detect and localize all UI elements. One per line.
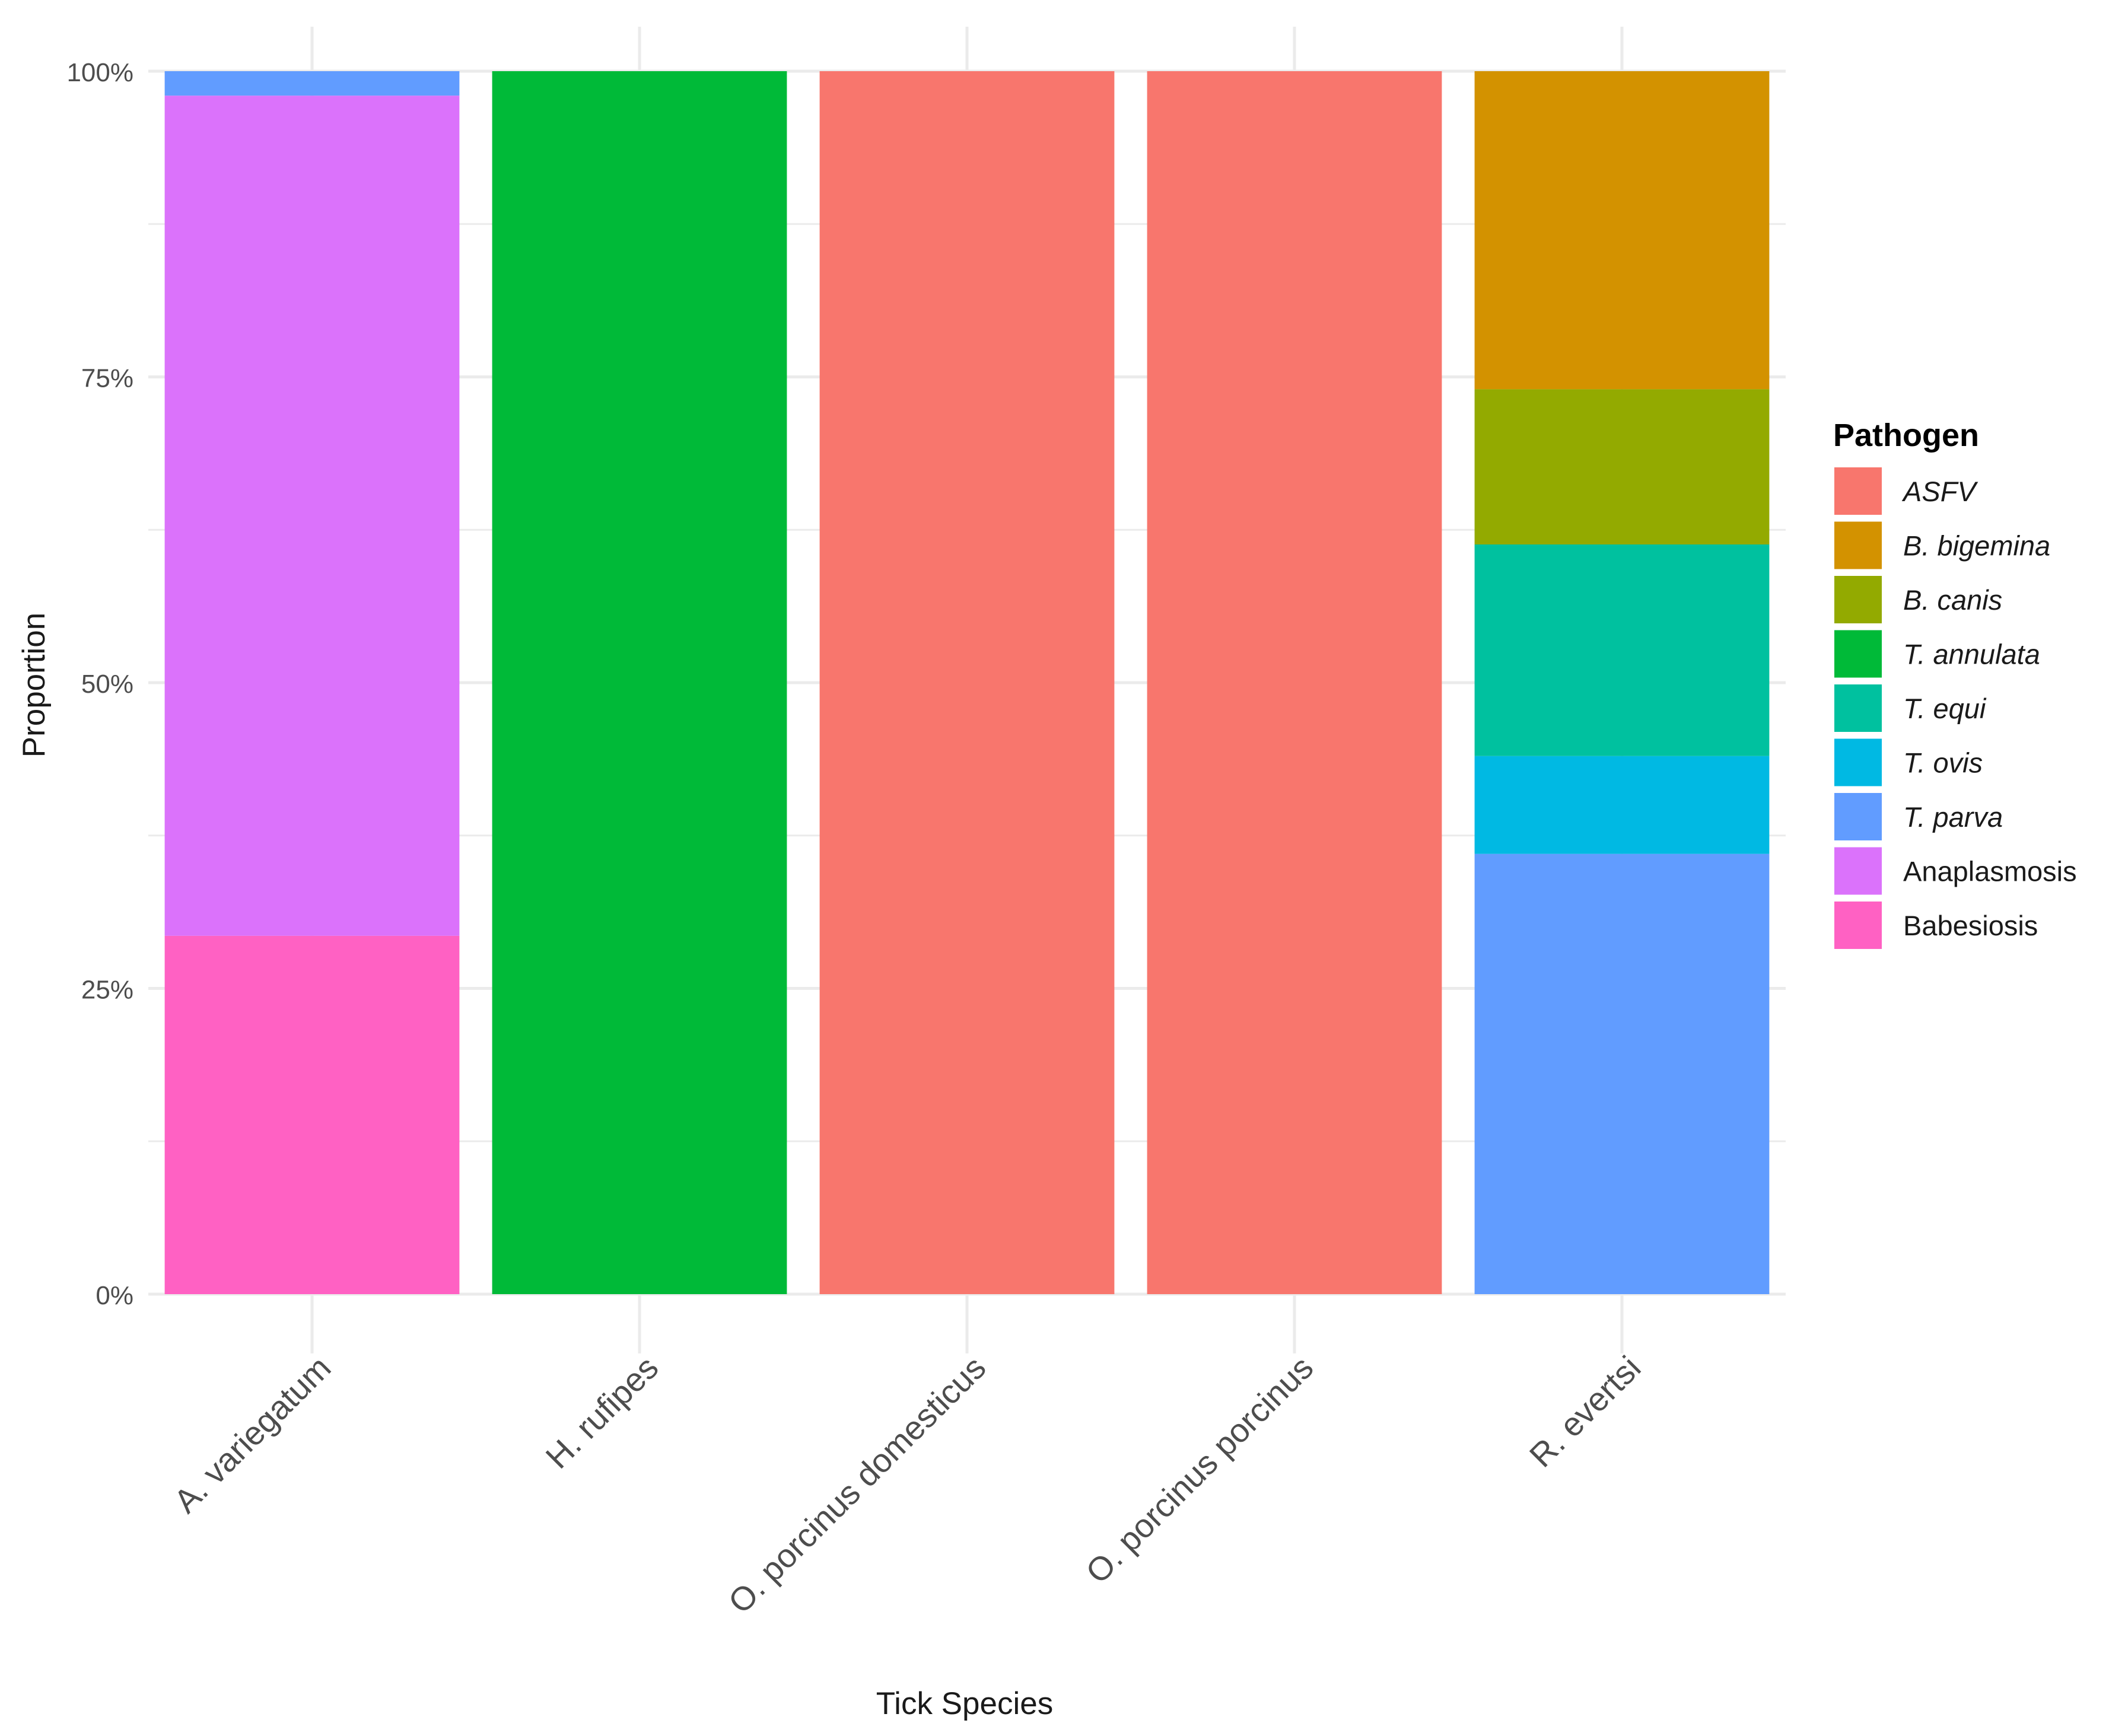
bar-segment-t-parva-0	[164, 71, 460, 96]
legend-label: Babesiosis	[1903, 910, 2038, 941]
x-axis-title: Tick Species	[876, 1686, 1053, 1721]
bar-segment-t-annulata-1	[492, 71, 787, 1294]
legend-key	[1834, 467, 1882, 515]
legend-label: T. parva	[1903, 801, 2003, 833]
legend-key	[1834, 902, 1882, 949]
bar-segment-t-parva-4	[1474, 853, 1770, 1294]
bar-segment-b-bigemina-4	[1474, 71, 1770, 390]
bar-segment-asfv-2	[819, 71, 1115, 1294]
y-tick-label: 100%	[66, 58, 133, 87]
y-tick-label: 50%	[81, 670, 133, 699]
legend-key	[1834, 847, 1882, 895]
legend-label: T. annulata	[1903, 639, 2040, 670]
y-tick-label: 0%	[96, 1281, 133, 1310]
bar-segment-babesiosis-0	[164, 935, 460, 1294]
legend-key	[1834, 576, 1882, 623]
legend-label: B. canis	[1903, 584, 2002, 616]
legend-label: T. equi	[1903, 693, 1987, 724]
legend: Pathogen ASFV B. bigemina B. canis T. annul…	[1833, 418, 2077, 949]
legend-label: Anaplasmosis	[1903, 856, 2077, 887]
bar-segment-anaplasmosis-0	[164, 95, 460, 936]
legend-key	[1834, 684, 1882, 732]
legend-key	[1834, 793, 1882, 840]
legend-key	[1834, 630, 1882, 678]
y-axis-title: Proportion	[17, 613, 52, 758]
bar-segment-t-ovis-4	[1474, 756, 1770, 854]
legend-key	[1834, 738, 1882, 786]
bar-segment-t-equi-4	[1474, 544, 1770, 756]
y-tick-label: 25%	[81, 976, 133, 1005]
legend-key	[1834, 521, 1882, 569]
legend-title: Pathogen	[1833, 418, 1979, 453]
y-tick-label: 75%	[81, 364, 133, 393]
y-axis-ticks: 0% 25% 50% 75% 100%	[66, 58, 133, 1310]
legend-label: T. ovis	[1903, 747, 1983, 779]
bars	[164, 71, 1770, 1294]
legend-label: ASFV	[1901, 476, 1978, 507]
bar-segment-b-canis-4	[1474, 389, 1770, 544]
legend-label: B. bigemina	[1903, 530, 2050, 562]
bar-segment-asfv-3	[1147, 71, 1442, 1294]
